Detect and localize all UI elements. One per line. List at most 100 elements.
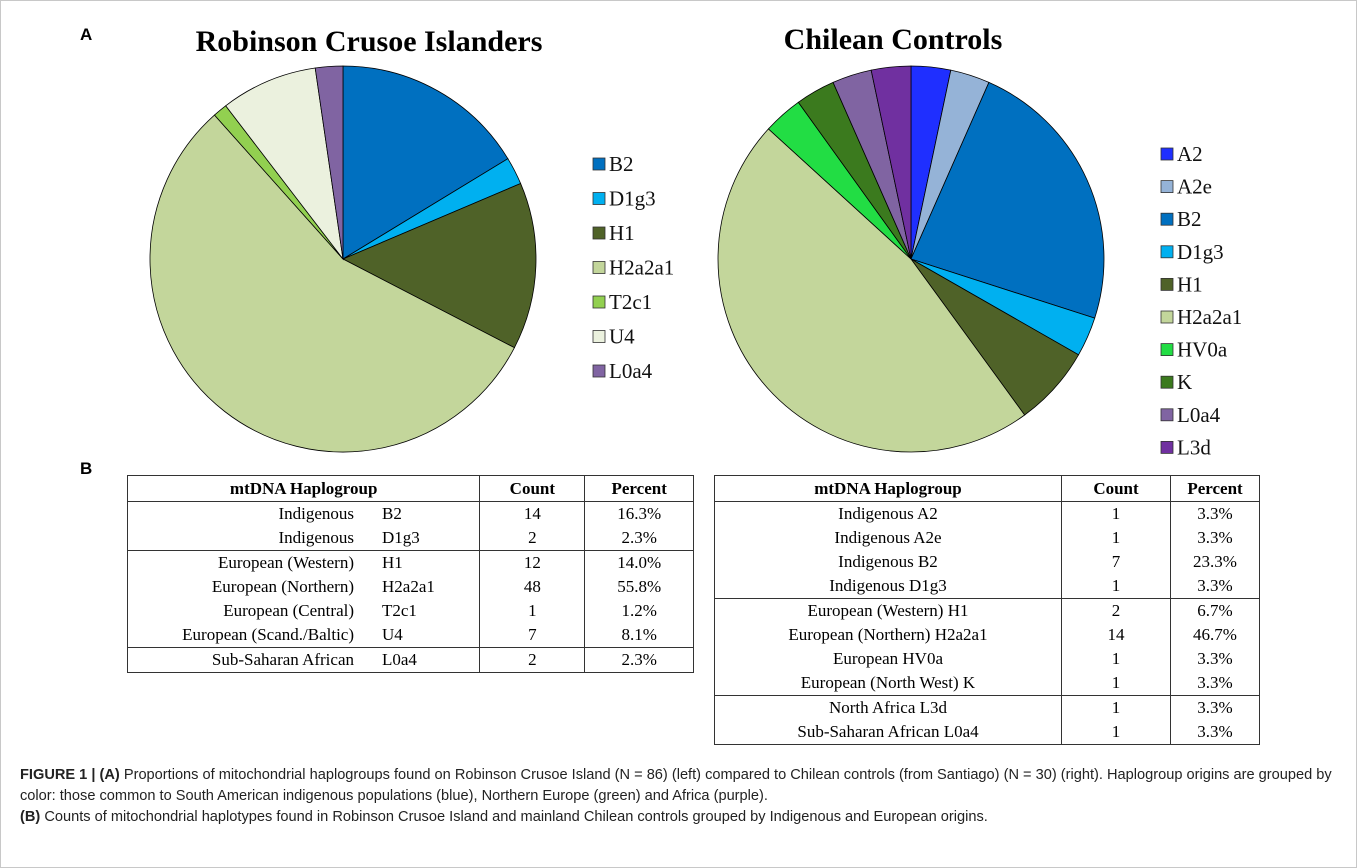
legend-swatch: [1160, 440, 1174, 454]
table-row: European (North West) K 1 3.3%: [714, 671, 1260, 696]
legend-swatch: [1160, 277, 1174, 291]
table-cell: 3.3%: [1170, 526, 1260, 550]
table-cell: H2a2a1: [376, 575, 481, 599]
table-cell: European (North West) K: [714, 671, 1062, 696]
legend-swatch: [1160, 180, 1174, 194]
legend-label: H1: [609, 221, 635, 245]
legend-label: U4: [609, 325, 635, 349]
table-row: Indigenous A2 1 3.3%: [714, 501, 1260, 526]
table-row: European (Central) T2c1 1 1.2%: [127, 599, 694, 623]
pie-slice: [225, 67, 344, 261]
table-cell: 3.3%: [1170, 695, 1260, 720]
legend-label: HV0a: [1177, 338, 1228, 362]
haplogroup-table: mtDNA Haplogroup Count Percent Indigenous A…: [714, 475, 1260, 745]
table-cell: 6.7%: [1170, 598, 1260, 623]
legend-label: B2: [1177, 207, 1202, 231]
column-header: mtDNA Haplogroup: [714, 475, 1062, 502]
legend-label: B2: [609, 152, 634, 176]
legend-label: A2: [1177, 142, 1203, 166]
table-cell: 1: [479, 599, 586, 623]
table-cell: 16.3%: [584, 501, 694, 526]
table-cell: T2c1: [376, 599, 481, 623]
table-row: European (Western) H1 12 14.0%: [127, 550, 694, 575]
table-cell: 1: [1061, 720, 1171, 745]
legend-label: H1: [1177, 272, 1203, 296]
legend-swatch: [592, 157, 606, 171]
table-cell: 2.3%: [584, 647, 694, 673]
table-cell: 3.3%: [1170, 501, 1260, 526]
caption-label: (A): [99, 767, 120, 783]
table-cell: Indigenous D1g3: [714, 574, 1062, 599]
legend-swatch: [592, 226, 606, 240]
legend-label: H2a2a1: [609, 256, 674, 280]
table-cell: European (Western) H1: [714, 598, 1062, 623]
chart-title: Chilean Controls: [784, 23, 1003, 56]
table-cell: 12: [479, 550, 586, 575]
table-cell: European (Scand./Baltic): [127, 623, 376, 648]
table-row: Indigenous A2e 1 3.3%: [714, 526, 1260, 550]
table-cell: 1.2%: [584, 599, 694, 623]
table-row: Indigenous B2 7 23.3%: [714, 550, 1260, 574]
pie-charts: Robinson Crusoe Islanders B2 D1g3 H1 H2a2a1 T…: [149, 23, 1242, 459]
haplogroup-table: mtDNA Haplogroup Count Percent Indigenous B2…: [126, 475, 694, 673]
table-row: European (Scand./Baltic) U4 7 8.1%: [127, 623, 694, 648]
legend-label: A2e: [1177, 175, 1212, 199]
table-row: Sub-Saharan African L0a4 2 2.3%: [127, 647, 694, 673]
table-cell: 14: [479, 501, 586, 526]
column-header: mtDNA Haplogroup: [126, 475, 481, 502]
caption-text: Proportions of mitochondrial haplogroups…: [20, 767, 1332, 804]
table-cell: 3.3%: [1170, 647, 1260, 671]
legend-label: H2a2a1: [1177, 305, 1242, 329]
table-cell: European HV0a: [714, 647, 1062, 671]
header-row: mtDNA Haplogroup Count Percent: [714, 475, 1260, 502]
legend-swatch: [592, 192, 606, 205]
table-cell: Indigenous A2e: [714, 526, 1062, 550]
pie-slice: [717, 128, 1026, 453]
table-cell: 7: [1061, 550, 1171, 574]
table-cell: 1: [1061, 501, 1171, 526]
table-cell: H1: [376, 550, 481, 575]
table-row: Indigenous B2 14 16.3%: [127, 501, 694, 526]
pie-slice: [149, 114, 515, 453]
table-cell: European (Northern) H2a2a1: [714, 623, 1062, 647]
legend-swatch: [1160, 245, 1174, 259]
header-row: mtDNA Haplogroup Count Percent: [126, 475, 694, 502]
table-cell: Indigenous B2: [714, 550, 1062, 574]
column-header: Percent: [584, 475, 694, 502]
panel-label: A: [80, 25, 93, 44]
table-cell: 2: [479, 526, 586, 551]
table-row: Indigenous D1g3 1 3.3%: [714, 574, 1260, 599]
table-cell: 23.3%: [1170, 550, 1260, 574]
table-row: North Africa L3d 1 3.3%: [714, 695, 1260, 720]
column-header: Count: [479, 475, 586, 502]
legend-swatch: [592, 261, 606, 274]
legend-swatch: [1160, 343, 1174, 357]
table-cell: 14: [1061, 623, 1171, 647]
pie-slice: [870, 65, 912, 260]
table-cell: 55.8%: [584, 575, 694, 599]
table-cell: U4: [376, 623, 481, 648]
pie-slice: [342, 65, 509, 260]
table-cell: 2: [1061, 598, 1171, 623]
table-cell: European (Western): [127, 550, 376, 575]
table-cell: 1: [1061, 671, 1171, 696]
table-row: Indigenous D1g3 2 2.3%: [127, 526, 694, 551]
table-cell: 1: [1061, 695, 1171, 720]
column-header: Percent: [1170, 475, 1260, 502]
table-cell: 2.3%: [584, 526, 694, 551]
table-cell: 1: [1061, 647, 1171, 671]
table-row: European (Northern) H2a2a1 14 46.7%: [714, 623, 1260, 647]
table-cell: 8.1%: [584, 623, 694, 648]
table-cell: 3.3%: [1170, 671, 1260, 696]
legend-swatch: [1160, 310, 1174, 324]
legend-swatch: [592, 330, 606, 343]
table-row: European (Northern) H2a2a1 48 55.8%: [127, 575, 694, 599]
table-cell: Sub-Saharan African: [127, 647, 376, 673]
table-cell: European (Northern): [127, 575, 376, 599]
caption: FIGURE 1 | (A) Proportions of mitochondr…: [20, 765, 1340, 828]
column-header: Count: [1061, 475, 1171, 502]
panel-label: B: [80, 459, 93, 478]
pie-slice: [342, 182, 537, 349]
table-cell: 3.3%: [1170, 720, 1260, 745]
